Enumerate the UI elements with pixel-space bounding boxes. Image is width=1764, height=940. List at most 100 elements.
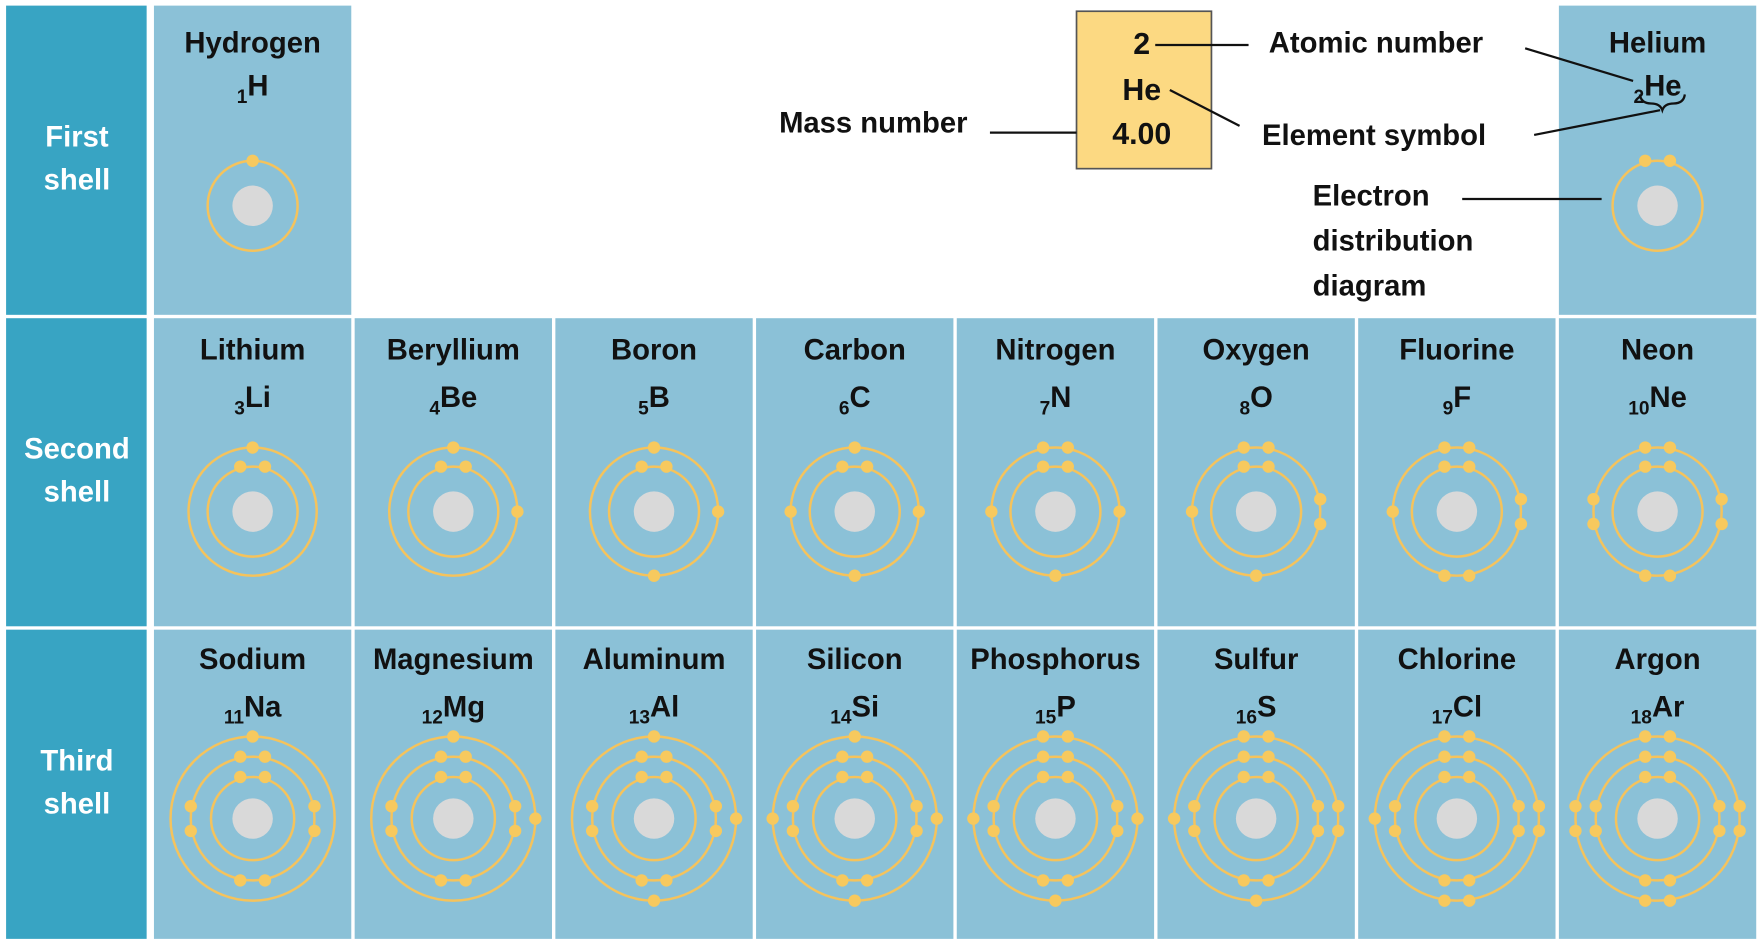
- electron: [1061, 730, 1074, 743]
- element-name: Beryllium: [387, 335, 520, 367]
- electron: [1569, 800, 1582, 813]
- electron: [647, 730, 661, 743]
- shell-ring: [206, 465, 299, 558]
- shell-ring: [590, 755, 718, 882]
- electron: [459, 460, 472, 473]
- cell-bg: [1558, 629, 1757, 939]
- electron: [1438, 460, 1451, 473]
- electron: [1463, 750, 1476, 763]
- shell-ring: [1410, 465, 1504, 558]
- element-cell: Silicon 14Si: [756, 629, 954, 939]
- electron: [1589, 800, 1602, 813]
- nucleus: [232, 185, 273, 227]
- element-name: Boron: [611, 335, 697, 367]
- element-symbol-line: 4Be: [429, 382, 477, 419]
- shell-ring: [189, 755, 316, 882]
- nucleus: [1637, 798, 1678, 839]
- legend: 2 He 4.00 Atomic number Element symbol M…: [779, 10, 1686, 303]
- electron: [1715, 493, 1728, 506]
- electron: [647, 569, 661, 582]
- element-cell: Sulfur 16S: [1157, 629, 1355, 939]
- shell-ring: [607, 465, 701, 558]
- electron: [1262, 730, 1275, 743]
- row-label-cell: [6, 318, 147, 627]
- nucleus: [633, 491, 675, 532]
- electron-diagram: [1569, 730, 1746, 907]
- element-symbol-line: 12Mg: [422, 691, 485, 728]
- electron: [184, 824, 197, 838]
- atomic-number: 1: [237, 87, 248, 108]
- nucleus: [1637, 491, 1678, 532]
- row-label: shell: [44, 788, 111, 820]
- electron: [1639, 460, 1652, 473]
- electron: [1185, 505, 1199, 518]
- element-name: Sodium: [199, 644, 306, 676]
- electron: [434, 750, 448, 763]
- element-name: Neon: [1621, 335, 1694, 367]
- electron: [1368, 812, 1381, 825]
- element-name: Argon: [1615, 644, 1701, 676]
- electron-diagram: [206, 154, 299, 252]
- electron: [1262, 441, 1275, 454]
- electron: [912, 505, 926, 518]
- atomic-number: 13: [629, 708, 650, 729]
- electron: [660, 750, 673, 763]
- electron: [234, 460, 247, 473]
- electron: [1733, 824, 1746, 838]
- element-name: Aluminum: [583, 644, 726, 676]
- electron-diagram: [784, 441, 926, 582]
- electron-diagram: [588, 441, 725, 582]
- cell-bg: [1358, 629, 1556, 939]
- electron: [635, 750, 648, 763]
- electron: [1332, 824, 1345, 838]
- element-cell: Phosphorus 15P: [956, 629, 1155, 939]
- electron: [848, 730, 861, 743]
- electron: [910, 800, 923, 813]
- atomic-number-label: Atomic number: [1269, 28, 1483, 60]
- electron-diagram-label: distribution: [1313, 226, 1474, 258]
- electron: [385, 824, 398, 838]
- electron: [660, 770, 673, 784]
- electron: [1532, 800, 1546, 813]
- electron: [1587, 493, 1600, 506]
- electron-diagram: [570, 730, 743, 907]
- electron: [1188, 800, 1201, 813]
- element-symbol-line: 9F: [1443, 382, 1472, 419]
- element-cell: Aluminum 13Al: [555, 629, 753, 939]
- electron: [1663, 730, 1677, 743]
- element-symbol: Be: [440, 382, 477, 414]
- element-cell: Fluorine 9F: [1358, 318, 1556, 627]
- row-label: shell: [44, 164, 111, 196]
- electron: [1237, 750, 1250, 763]
- electron: [234, 750, 247, 763]
- electron: [786, 800, 800, 813]
- electron: [1262, 874, 1275, 887]
- electron: [985, 505, 998, 518]
- electron-diagram: [187, 441, 318, 577]
- element-name: Sulfur: [1214, 644, 1298, 676]
- element-symbol-line: 3Li: [234, 382, 271, 419]
- electron: [1663, 460, 1677, 473]
- electron: [1463, 874, 1476, 887]
- cell-bg: [956, 629, 1155, 939]
- element-symbol-line: 6C: [839, 382, 871, 419]
- electron: [1438, 750, 1451, 763]
- electron-diagram: [370, 730, 542, 902]
- electron: [1036, 770, 1050, 784]
- atomic-number: 16: [1236, 708, 1257, 729]
- element-symbol: Si: [852, 691, 880, 723]
- nucleus: [232, 491, 273, 532]
- electron: [910, 824, 923, 838]
- electron: [1663, 569, 1677, 582]
- nucleus: [433, 798, 474, 839]
- electron: [860, 460, 874, 473]
- electron: [1314, 493, 1327, 506]
- element-symbol: Cl: [1453, 691, 1482, 723]
- element-symbol-line: 2He: [1634, 70, 1682, 107]
- electron: [586, 824, 599, 838]
- element-symbol-line: 7N: [1040, 382, 1072, 419]
- element-symbol: H: [247, 70, 268, 102]
- electron: [1036, 750, 1050, 763]
- electron: [1663, 154, 1677, 167]
- electron: [784, 505, 797, 518]
